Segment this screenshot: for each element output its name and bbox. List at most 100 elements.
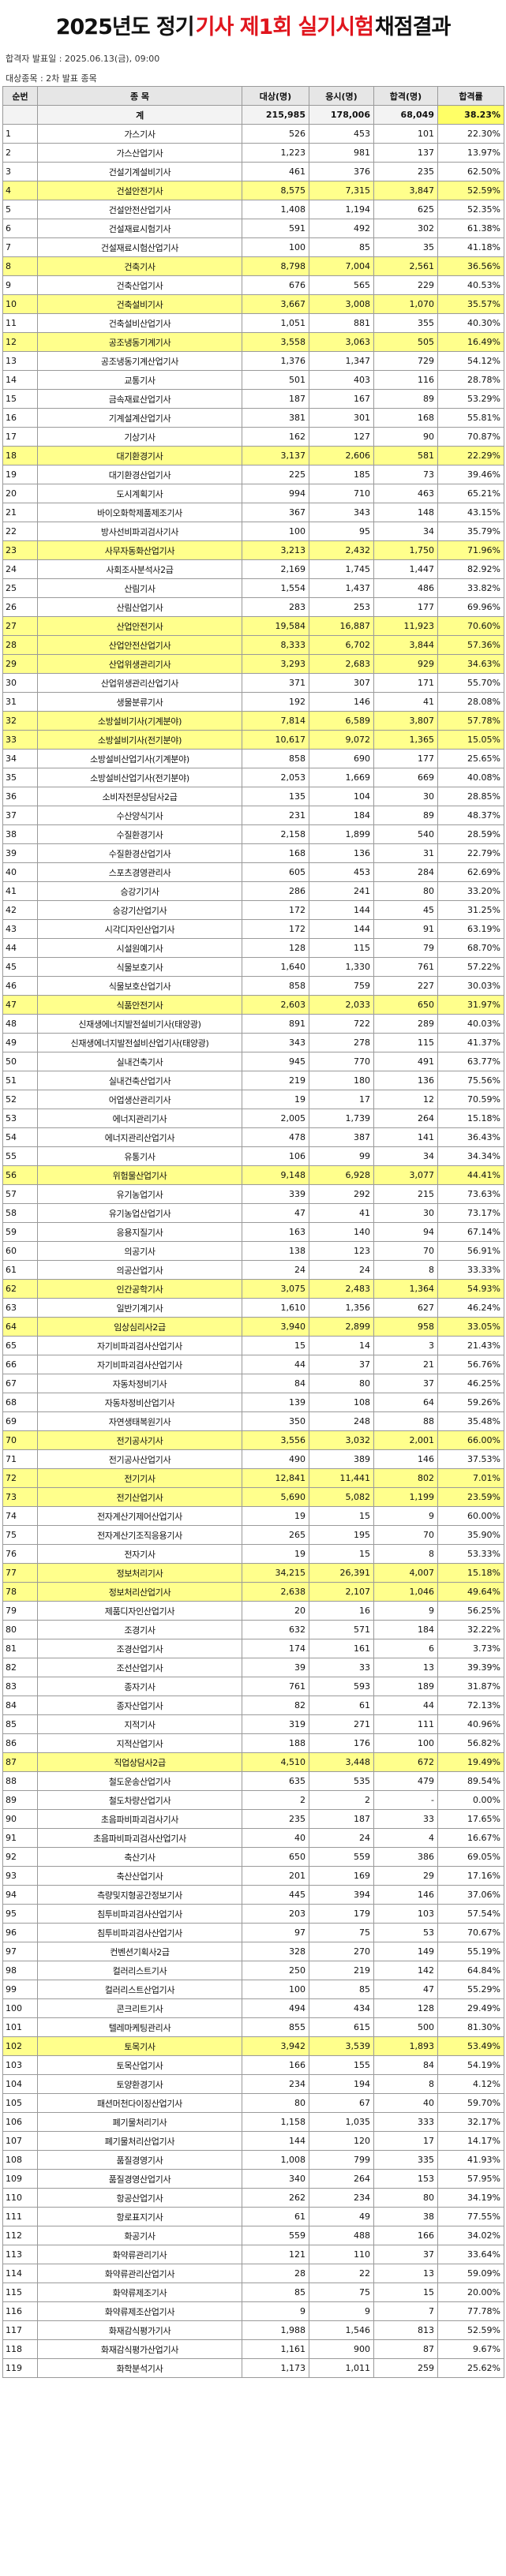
row-rate: 69.96% <box>437 597 504 617</box>
row-passed: 137 <box>373 143 438 163</box>
table-row: 16 기계설계산업기사 381 301 168 55.81% <box>2 408 504 428</box>
row-applied: 301 <box>309 408 374 428</box>
row-passed: 540 <box>373 824 438 844</box>
row-passed: 302 <box>373 219 438 238</box>
row-target: 676 <box>242 275 309 295</box>
row-rate: 39.46% <box>437 465 504 484</box>
row-subject: 초음파비파괴검사기사 <box>37 1809 242 1829</box>
row-no: 5 <box>2 200 38 219</box>
row-subject: 자동차정비기사 <box>37 1374 242 1393</box>
row-no: 75 <box>2 1525 38 1545</box>
row-target: 82 <box>242 1696 309 1715</box>
page-title: 2025년도 정기 기사 제1회 실기시험 채점결과 <box>0 0 506 49</box>
row-rate: 54.12% <box>437 351 504 371</box>
row-passed: 64 <box>373 1393 438 1412</box>
row-no: 62 <box>2 1279 38 1299</box>
row-target: 168 <box>242 843 309 863</box>
row-target: 166 <box>242 2055 309 2075</box>
table-row: 9 건축산업기사 676 565 229 40.53% <box>2 275 504 295</box>
row-passed: 581 <box>373 446 438 465</box>
row-rate: 53.33% <box>437 1544 504 1564</box>
row-passed: 500 <box>373 2017 438 2037</box>
row-passed: 1,447 <box>373 559 438 579</box>
row-subject: 초음파비파괴검사산업기사 <box>37 1828 242 1848</box>
row-no: 93 <box>2 1866 38 1886</box>
row-applied: 7,004 <box>309 256 374 276</box>
row-target: 478 <box>242 1127 309 1147</box>
row-passed: 146 <box>373 1449 438 1469</box>
row-rate: 55.29% <box>437 1980 504 1999</box>
row-subject: 건축기사 <box>37 256 242 276</box>
row-no: 71 <box>2 1449 38 1469</box>
table-row: 23 사무자동화산업기사 3,213 2,432 1,750 71.96% <box>2 540 504 560</box>
row-subject: 승강기기사 <box>37 881 242 901</box>
row-no: 32 <box>2 711 38 731</box>
table-row: 117 화재감식평가기사 1,988 1,546 813 52.59% <box>2 2320 504 2340</box>
row-no: 118 <box>2 2339 38 2359</box>
row-no: 106 <box>2 2112 38 2132</box>
row-subject: 공조냉동기계기사 <box>37 332 242 352</box>
row-passed: 87 <box>373 2339 438 2359</box>
row-subject: 사회조사분석사2급 <box>37 559 242 579</box>
table-row: 66 자기비파괴검사산업기사 44 37 21 56.76% <box>2 1355 504 1374</box>
row-rate: 68.70% <box>437 938 504 958</box>
row-rate: 16.67% <box>437 1828 504 1848</box>
row-rate: 43.15% <box>437 503 504 522</box>
row-target: 4,510 <box>242 1752 309 1772</box>
row-target: 201 <box>242 1866 309 1886</box>
row-no: 46 <box>2 976 38 996</box>
row-passed: 189 <box>373 1677 438 1696</box>
row-applied: 24 <box>309 1260 374 1280</box>
row-applied: 194 <box>309 2074 374 2094</box>
row-target: 605 <box>242 862 309 882</box>
row-subject: 일반기계기사 <box>37 1298 242 1318</box>
row-subject: 항로표지기사 <box>37 2207 242 2226</box>
row-passed: 116 <box>373 370 438 390</box>
row-target: 234 <box>242 2074 309 2094</box>
row-target: 501 <box>242 370 309 390</box>
table-row: 94 측량및지형공간정보기사 445 394 146 37.06% <box>2 1885 504 1905</box>
table-row: 18 대기환경기사 3,137 2,606 581 22.29% <box>2 446 504 465</box>
row-target: 2,169 <box>242 559 309 579</box>
row-rate: 28.78% <box>437 370 504 390</box>
row-target: 144 <box>242 2131 309 2151</box>
row-applied: 2,899 <box>309 1317 374 1337</box>
row-no: 83 <box>2 1677 38 1696</box>
row-passed: 73 <box>373 465 438 484</box>
row-applied: 1,330 <box>309 957 374 977</box>
row-rate: 56.91% <box>437 1241 504 1261</box>
table-row: 67 자동차정비기사 84 80 37 46.25% <box>2 1374 504 1393</box>
row-applied: 22 <box>309 2264 374 2283</box>
row-rate: 48.37% <box>437 806 504 825</box>
table-row: 119 화학분석기사 1,173 1,011 259 25.62% <box>2 2358 504 2378</box>
row-subject: 제품디자인산업기사 <box>37 1601 242 1621</box>
row-rate: 0.00% <box>437 1790 504 1810</box>
row-rate: 20.00% <box>437 2283 504 2302</box>
row-subject: 인간공학기사 <box>37 1279 242 1299</box>
row-no: 26 <box>2 597 38 617</box>
row-applied: 394 <box>309 1885 374 1905</box>
row-applied: 85 <box>309 237 374 257</box>
row-passed: 669 <box>373 768 438 787</box>
row-no: 53 <box>2 1109 38 1128</box>
row-target: 250 <box>242 1961 309 1980</box>
row-rate: 28.08% <box>437 692 504 712</box>
row-target: 39 <box>242 1658 309 1677</box>
row-rate: 36.56% <box>437 256 504 276</box>
row-subject: 생물분류기사 <box>37 692 242 712</box>
row-target: 2,053 <box>242 768 309 787</box>
row-applied: 389 <box>309 1449 374 1469</box>
row-rate: 69.05% <box>437 1847 504 1867</box>
row-rate: 33.33% <box>437 1260 504 1280</box>
row-subject: 자기비파괴검사산업기사 <box>37 1336 242 1355</box>
row-passed: 35 <box>373 237 438 257</box>
row-subject: 축산산업기사 <box>37 1866 242 1886</box>
row-target: 340 <box>242 2169 309 2189</box>
row-passed: 2,001 <box>373 1430 438 1450</box>
header-rate: 합격률 <box>437 86 504 106</box>
row-applied: 571 <box>309 1620 374 1639</box>
row-applied: 492 <box>309 219 374 238</box>
row-subject: 항공산업기사 <box>37 2188 242 2208</box>
row-applied: 187 <box>309 1809 374 1829</box>
row-applied: 535 <box>309 1771 374 1791</box>
